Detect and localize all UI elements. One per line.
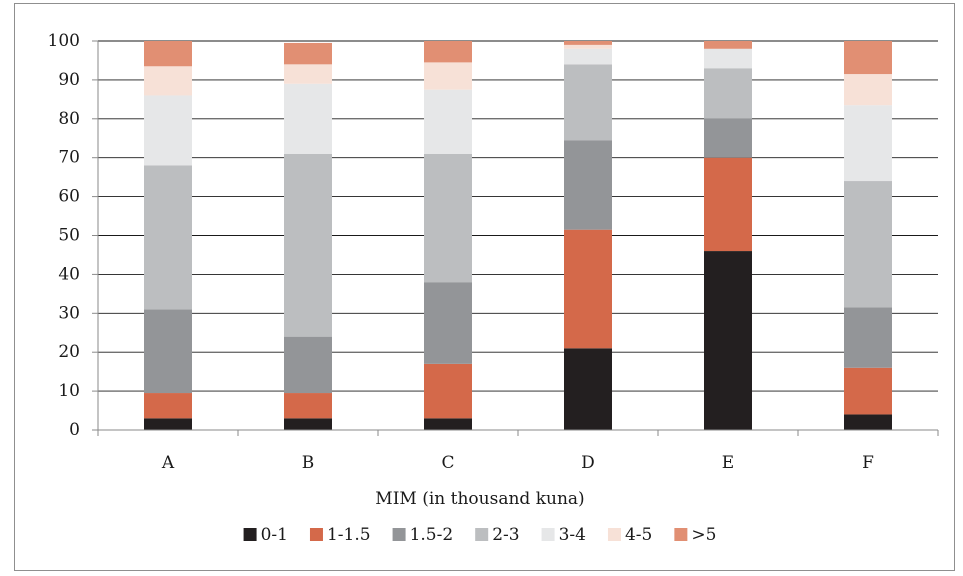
x-tick-label: C — [441, 453, 454, 473]
bar-segment-B-s2 — [284, 336, 332, 394]
x-tick-label: E — [722, 453, 734, 473]
bar-segment-A-s4 — [144, 95, 192, 166]
y-tick-label: 60 — [58, 187, 80, 207]
bar-segment-C-s5 — [424, 62, 472, 90]
bar-segment-D-s5 — [564, 44, 612, 49]
legend-label: 0-1 — [261, 525, 288, 545]
axes: 0 10 20 30 40 50 60 70 80 90 100 A B C D E F — [48, 31, 939, 473]
bar-segment-C-s1 — [424, 363, 472, 419]
bar-segment-D-s4 — [564, 48, 612, 65]
bar-segment-E-s6 — [704, 41, 752, 49]
bar-segment-F-s5 — [844, 74, 892, 106]
bar-segment-A-s6 — [144, 41, 192, 67]
bar-segment-C-s6 — [424, 41, 472, 63]
bar-segment-C-s4 — [424, 89, 472, 154]
bar-segment-B-s0 — [284, 418, 332, 430]
bar-segment-B-s1 — [284, 393, 332, 419]
bar-segment-A-s0 — [144, 418, 192, 430]
bar-segment-D-s2 — [564, 140, 612, 230]
legend-swatch — [392, 528, 406, 541]
legend-swatch — [541, 528, 555, 541]
bar-segment-A-s5 — [144, 66, 192, 96]
bar-segment-E-s4 — [704, 48, 752, 69]
bar-segment-E-s2 — [704, 118, 752, 158]
bar-segment-A-s1 — [144, 393, 192, 419]
bar-segment-D-s0 — [564, 348, 612, 430]
x-tick-label: F — [862, 453, 874, 473]
y-tick-label: 40 — [58, 264, 80, 284]
legend-label: 3-4 — [559, 525, 586, 545]
y-tick-label: 80 — [58, 109, 80, 129]
bar-segment-F-s2 — [844, 307, 892, 368]
bar-segment-F-s3 — [844, 181, 892, 308]
x-tick-label: B — [302, 453, 315, 473]
y-tick-label: 100 — [48, 31, 80, 51]
bar-segment-C-s3 — [424, 153, 472, 283]
legend-swatch — [309, 528, 323, 541]
legend-label: >5 — [691, 525, 716, 545]
legend-swatch — [475, 528, 489, 541]
y-tick-label: 20 — [58, 342, 80, 362]
bar-segment-F-s0 — [844, 414, 892, 430]
bar-segment-F-s4 — [844, 105, 892, 182]
legend-label: 4-5 — [625, 525, 652, 545]
y-tick-label: 0 — [69, 420, 80, 440]
bar-segment-D-s3 — [564, 64, 612, 141]
x-tick-label: A — [161, 453, 175, 473]
legend: 0-1 1-1.5 1.5-2 2-3 3-4 4-5 >5 — [243, 525, 716, 545]
bar-segment-E-s3 — [704, 68, 752, 119]
legend-label: 1-1.5 — [327, 525, 371, 545]
legend-swatch — [607, 528, 621, 541]
bar-segment-A-s2 — [144, 309, 192, 394]
bar-segment-A-s3 — [144, 165, 192, 310]
bars — [144, 41, 892, 430]
legend-label: 2-3 — [492, 525, 519, 545]
y-tick-label: 50 — [58, 226, 80, 246]
legend-swatch — [674, 528, 688, 541]
bar-segment-D-s6 — [564, 41, 612, 45]
y-tick-label: 10 — [58, 381, 80, 401]
bar-segment-E-s1 — [704, 157, 752, 252]
legend-swatch — [243, 528, 257, 541]
bar-segment-B-s5 — [284, 64, 332, 84]
bar-segment-D-s1 — [564, 229, 612, 349]
bar-segment-C-s0 — [424, 418, 472, 430]
y-tick-label: 30 — [58, 303, 80, 323]
bar-segment-F-s6 — [844, 41, 892, 75]
y-tick-label: 90 — [58, 70, 80, 90]
bar-segment-E-s0 — [704, 251, 752, 430]
x-tick-label: D — [581, 453, 595, 473]
bar-segment-B-s6 — [284, 42, 332, 65]
bar-segment-B-s3 — [284, 153, 332, 337]
grid-lines — [98, 40, 938, 392]
legend-label: 1.5-2 — [410, 525, 454, 545]
bar-segment-C-s2 — [424, 282, 472, 364]
bar-segment-B-s4 — [284, 83, 332, 154]
bar-segment-F-s1 — [844, 367, 892, 415]
x-axis-title: MIM (in thousand kuna) — [375, 489, 584, 509]
y-tick-label: 70 — [58, 148, 80, 168]
